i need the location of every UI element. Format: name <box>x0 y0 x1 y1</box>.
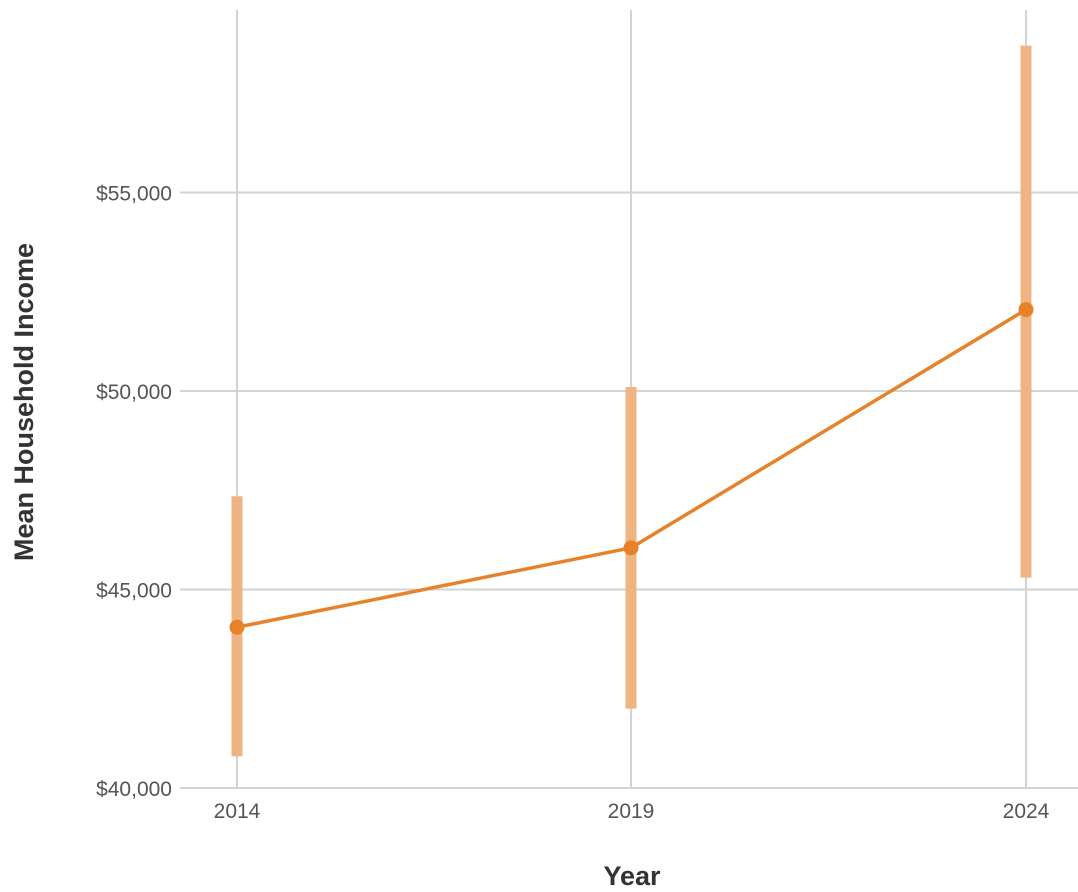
y-tick-label: $50,000 <box>96 381 172 404</box>
x-tick-label: 2024 <box>1003 800 1050 823</box>
y-axis-ticks: $40,000 $45,000 $50,000 $55,000 <box>96 183 172 802</box>
y-tick-label: $55,000 <box>96 183 172 206</box>
data-point <box>1018 302 1034 318</box>
y-tick-label: $40,000 <box>96 778 172 801</box>
x-tick-label: 2019 <box>608 800 655 823</box>
y-axis-title: Mean Household Income <box>9 243 39 561</box>
data-point <box>229 619 245 635</box>
data-point <box>623 540 639 556</box>
y-tick-label: $45,000 <box>96 580 172 603</box>
data-points <box>229 302 1034 635</box>
x-tick-label: 2014 <box>214 800 261 823</box>
x-axis-title: Year <box>603 861 661 891</box>
x-axis-ticks: 2014 2019 2024 <box>214 800 1050 823</box>
